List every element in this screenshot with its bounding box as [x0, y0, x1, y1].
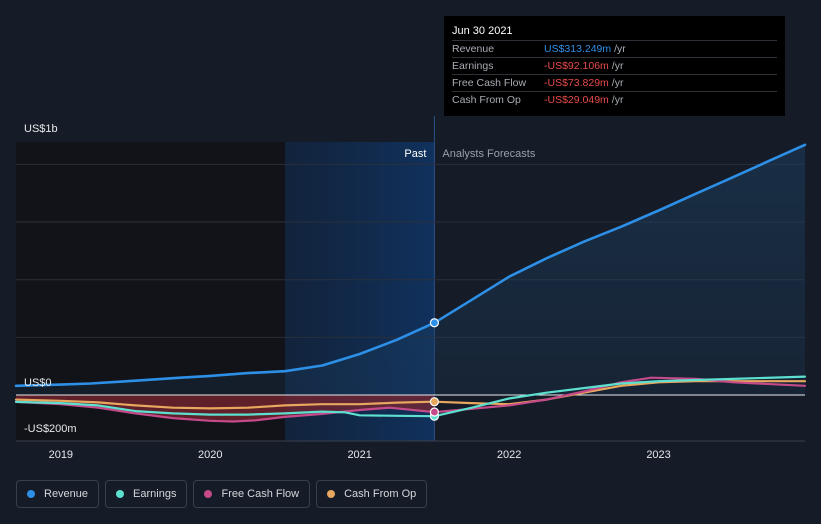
- forecast-label: Analysts Forecasts: [442, 148, 535, 160]
- x-tick-label: 2022: [497, 449, 521, 461]
- legend-item-free-cash-flow[interactable]: Free Cash Flow: [193, 480, 311, 508]
- tooltip-row-free-cash-flow: Free Cash Flow -US$73.829m /yr: [452, 74, 777, 91]
- tooltip-unit: /yr: [611, 94, 624, 106]
- highlight-point-revenue: [429, 318, 440, 328]
- tooltip-label: Cash From Op: [452, 94, 521, 106]
- tooltip-unit: /yr: [611, 77, 624, 89]
- tooltip-row-cash-from-op: Cash From Op -US$29.049m /yr: [452, 91, 777, 108]
- y-label-zero: US$0: [24, 377, 52, 389]
- cash-from-op-dot-icon: [327, 490, 336, 498]
- revenue-dot-icon: [27, 490, 35, 498]
- tooltip-label: Revenue: [452, 43, 495, 55]
- series-line-earnings: [14, 375, 807, 418]
- x-tick-label: 2023: [646, 449, 670, 461]
- highlight-point-free-cash-flow: [429, 407, 440, 417]
- revenue-area: [16, 144, 805, 395]
- legend-label: Cash From Op: [344, 488, 417, 500]
- earnings-dot-icon: [116, 490, 125, 498]
- x-tick-label: 2020: [198, 449, 222, 461]
- series-line-revenue: [14, 143, 807, 388]
- x-tick-label: 2019: [49, 449, 73, 461]
- legend-item-cash-from-op[interactable]: Cash From Op: [316, 480, 428, 508]
- tooltip-unit: /yr: [611, 60, 624, 72]
- legend-item-revenue[interactable]: Revenue: [16, 480, 100, 508]
- tooltip-label: Earnings: [452, 60, 494, 72]
- legend-label: Earnings: [133, 488, 177, 500]
- tooltip-value: -US$92.106m: [544, 60, 609, 72]
- series-line-free-cash-flow: [14, 376, 807, 423]
- free-cash-flow-dot-icon: [204, 490, 213, 498]
- tooltip-value: -US$29.049m: [544, 94, 609, 106]
- y-label-bottom: -US$200m: [24, 423, 77, 435]
- tooltip-row-earnings: Earnings -US$92.106m /yr: [452, 57, 777, 74]
- highlight-point-cash-from-op: [429, 397, 440, 407]
- y-label-top: US$1b: [24, 123, 58, 135]
- tooltip-row-revenue: Revenue US$313.249m /yr: [452, 40, 777, 57]
- legend-item-earnings[interactable]: Earnings: [105, 480, 188, 508]
- legend-label: Free Cash Flow: [221, 488, 300, 500]
- tooltip-unit: /yr: [614, 43, 626, 55]
- tooltip-label: Free Cash Flow: [452, 77, 527, 89]
- x-tick-label: 2021: [347, 449, 371, 461]
- tooltip-value: US$313.249m: [544, 43, 612, 55]
- chart-tooltip: Jun 30 2021 Revenue US$313.249m /yr Earn…: [444, 16, 785, 116]
- tooltip-value: -US$73.829m: [544, 77, 609, 89]
- legend-label: Revenue: [44, 488, 89, 500]
- series-line-cash-from-op: [14, 380, 807, 410]
- past-label: Past: [404, 148, 426, 160]
- tooltip-date: Jun 30 2021: [452, 25, 513, 37]
- chart-legend: Revenue Earnings Free Cash Flow Cash Fro…: [16, 480, 428, 508]
